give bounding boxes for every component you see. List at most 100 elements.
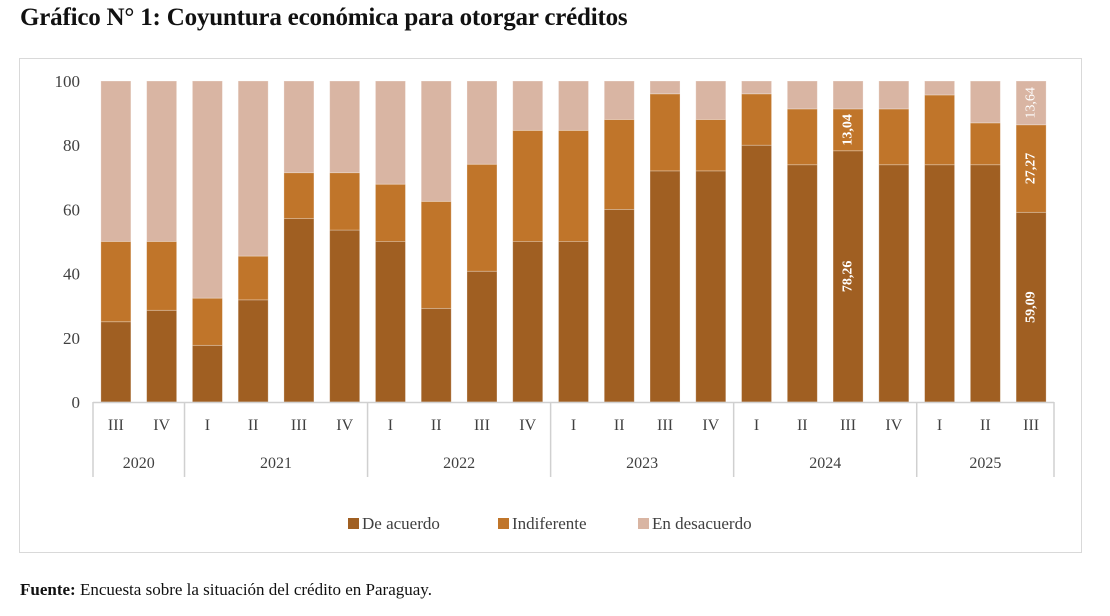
x-category-label: II (248, 417, 259, 434)
legend-swatch (498, 518, 509, 529)
bar-segment-de-acuerdo (786, 164, 818, 403)
bar-segment-de-acuerdo (969, 164, 1001, 403)
bar-segment-en-desacuerdo (786, 80, 818, 110)
bar-segment-de-acuerdo (329, 229, 361, 403)
data-label: 13,64 (1024, 87, 1039, 119)
bar-segment-en-desacuerdo (649, 80, 681, 95)
bar-segment-en-desacuerdo (832, 80, 864, 110)
bar-segment-de-acuerdo (192, 344, 223, 403)
bar-segment-indiferente (878, 108, 910, 166)
x-category-label: II (431, 417, 442, 434)
bar-segment-en-desacuerdo (375, 80, 406, 185)
bar-segment-de-acuerdo (466, 270, 498, 403)
data-label: 78,26 (841, 261, 856, 293)
x-group-label: 2023 (626, 455, 658, 472)
bar-segment-en-desacuerdo (1015, 80, 1047, 126)
x-category-label: IV (153, 417, 170, 434)
bar-segment-de-acuerdo (924, 164, 955, 403)
x-category-label: I (388, 417, 393, 434)
bar-segment-de-acuerdo (741, 144, 772, 403)
bar-segment-indiferente (100, 241, 132, 323)
bar-segment-de-acuerdo (375, 241, 406, 403)
y-tick-label: 100 (55, 72, 81, 91)
source-label: Fuente: (20, 580, 76, 599)
bar-segment-en-desacuerdo (466, 80, 498, 165)
bar-segment-de-acuerdo (283, 218, 315, 403)
legend-label: En desacuerdo (652, 514, 752, 533)
y-tick-label: 0 (72, 393, 81, 412)
bar-segment-de-acuerdo (695, 170, 727, 403)
x-category-label: I (937, 417, 942, 434)
bar-segment-indiferente (558, 129, 589, 242)
y-tick-label: 60 (63, 200, 80, 219)
bar-segment-indiferente (832, 108, 864, 152)
bar-segment-en-desacuerdo (329, 80, 361, 174)
y-tick-label: 40 (63, 265, 80, 284)
x-category-label: IV (885, 417, 902, 434)
x-category-label: IV (336, 417, 353, 434)
bar-segment-de-acuerdo (878, 164, 910, 403)
bar-segment-de-acuerdo (237, 299, 269, 403)
x-category-label: IV (519, 417, 536, 434)
bar-segment-en-desacuerdo (695, 80, 727, 120)
bar-segment-en-desacuerdo (100, 80, 132, 242)
bar-segment-de-acuerdo (512, 241, 544, 403)
bar-segment-en-desacuerdo (603, 80, 635, 120)
x-group-label: 2022 (443, 455, 475, 472)
bar-segment-en-desacuerdo (283, 80, 315, 174)
data-label: 59,09 (1024, 291, 1039, 323)
x-category-label: III (291, 417, 307, 434)
x-group-label: 2020 (123, 455, 155, 472)
x-group-label: 2025 (969, 455, 1001, 472)
bar-segment-indiferente (741, 93, 772, 146)
bar-segment-de-acuerdo (146, 309, 178, 403)
x-axis: III IV I II III IV I II III IV I II III IV I II III IV I II… (92, 401, 1055, 477)
bar-segment-en-desacuerdo (558, 80, 589, 131)
bar-segment-en-desacuerdo (512, 80, 544, 131)
source-text: Encuesta sobre la situación del crédito … (75, 580, 432, 599)
bar-segment-en-desacuerdo (192, 80, 223, 299)
x-category-label: II (797, 417, 808, 434)
x-category-label: III (657, 417, 673, 434)
bar-segment-de-acuerdo (603, 208, 635, 403)
bar-segment-en-desacuerdo (237, 80, 269, 257)
x-category-label: I (571, 417, 576, 434)
y-tick-label: 80 (63, 136, 80, 155)
bar-segment-en-desacuerdo (420, 80, 452, 202)
x-category-label: I (205, 417, 210, 434)
bar-segment-indiferente (786, 108, 818, 166)
x-category-label: IV (702, 417, 719, 434)
x-category-label: II (614, 417, 625, 434)
legend-label: De acuerdo (362, 514, 440, 533)
legend: De acuerdo Indiferente En desacuerdo (348, 514, 752, 533)
chart-frame: 0 20 40 60 80 100 78,26 13,04 59,09 27,27 13,64 I… (19, 58, 1082, 553)
bar-segment-indiferente (420, 200, 452, 309)
legend-label: Indiferente (512, 514, 587, 533)
x-category-label: III (840, 417, 856, 434)
bar-segment-de-acuerdo (558, 241, 589, 403)
x-category-label: III (1023, 417, 1039, 434)
bars (100, 80, 1047, 403)
chart-title: Gráfico N° 1: Coyuntura económica para o… (20, 4, 628, 31)
bar-segment-de-acuerdo (649, 170, 681, 403)
legend-swatch (348, 518, 359, 529)
data-labels: 78,26 13,04 59,09 27,27 13,64 (841, 87, 1039, 323)
bar-segment-indiferente (329, 172, 361, 231)
bar-segment-de-acuerdo (832, 150, 864, 403)
x-group-label: 2024 (809, 455, 841, 472)
bar-segment-en-desacuerdo (741, 80, 772, 95)
y-axis: 0 20 40 60 80 100 (55, 72, 81, 412)
bar-segment-indiferente (695, 119, 727, 172)
bar-segment-en-desacuerdo (146, 80, 178, 242)
bar-segment-indiferente (969, 122, 1001, 166)
x-category-label: III (474, 417, 490, 434)
bar-segment-en-desacuerdo (878, 80, 910, 110)
bar-segment-indiferente (375, 183, 406, 242)
source-note: Fuente: Encuesta sobre la situación del … (20, 580, 432, 600)
data-label: 13,04 (841, 114, 856, 146)
x-category-label: I (754, 417, 759, 434)
bar-segment-indiferente (924, 94, 955, 166)
bar-segment-en-desacuerdo (924, 80, 955, 96)
bar-segment-indiferente (237, 255, 269, 301)
bar-segment-indiferente (466, 163, 498, 272)
